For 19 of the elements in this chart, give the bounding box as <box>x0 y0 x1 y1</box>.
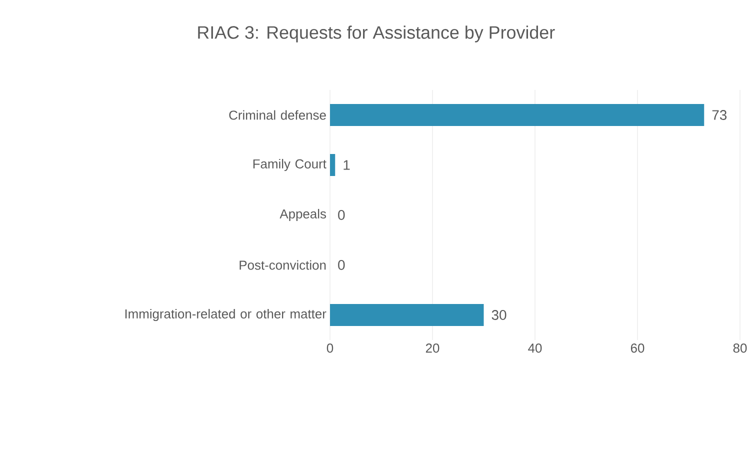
y-tick-label: Post-conviction <box>240 260 326 270</box>
data-label: 1 <box>344 160 350 170</box>
bar <box>330 154 336 176</box>
y-tick-label: Immigration-related or other matter <box>125 308 326 322</box>
y-tick-label: Appeals <box>280 208 326 222</box>
x-tick-label: 80 <box>733 344 747 353</box>
data-label: 0 <box>338 260 345 270</box>
chart-title: RIAC 3: Requests for Assistance by Provider <box>198 26 555 42</box>
y-tick-label: Criminal defense <box>229 110 326 120</box>
bar <box>330 304 484 326</box>
bar <box>330 104 704 126</box>
x-tick-label: 60 <box>630 344 644 353</box>
x-tick-label: 40 <box>528 344 542 353</box>
x-tick-label: 0 <box>326 344 334 353</box>
data-label: 73 <box>712 110 727 120</box>
data-label: 30 <box>492 310 506 320</box>
data-label: 0 <box>338 210 345 220</box>
y-tick-label: Family Court <box>253 158 326 172</box>
x-tick-label: 20 <box>426 344 440 353</box>
